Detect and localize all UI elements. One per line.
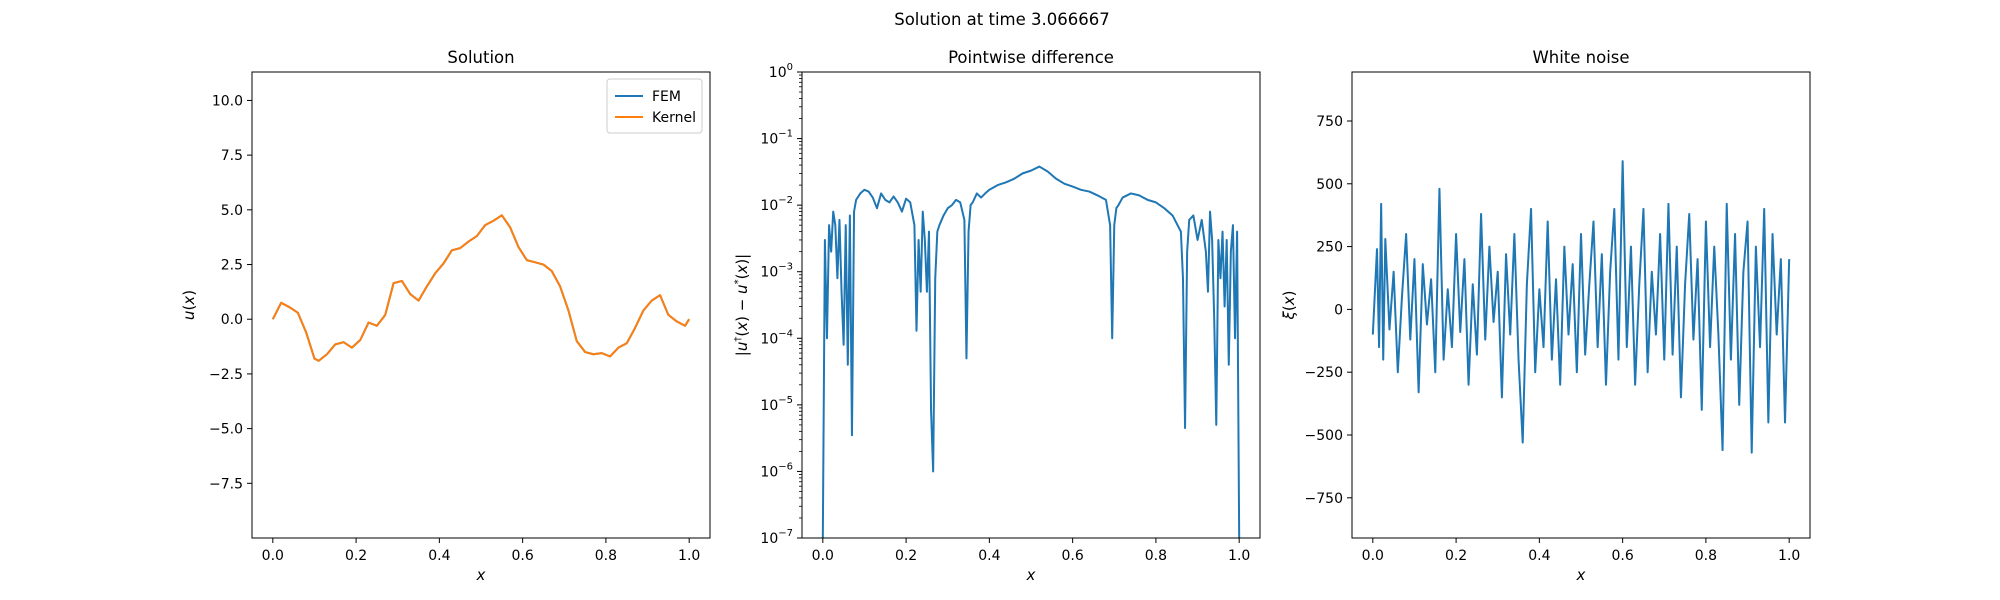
x-tick-label: 0.4 [428, 548, 450, 564]
y-tick-label: 0 [1334, 302, 1343, 318]
y-tick-label: 500 [1316, 177, 1343, 193]
panels: 0.0 0.2 0.4 0.6 0.8 1.0 −7.5 −5.0 −2.5 0.0 2.5 5.0 7… [180, 48, 1811, 584]
y-axis-label: ξ(x) [1280, 291, 1298, 321]
y-tick-label: 100 [769, 62, 793, 81]
x-tick-label: 0.6 [1062, 548, 1084, 564]
y-axis-label: |u†​(x) − u*​(x)| [733, 254, 751, 356]
panel-title: White noise [1532, 48, 1629, 67]
x-axis-label: x [1576, 566, 1586, 584]
x-axis-label: x [476, 566, 486, 584]
y-tick-label: −7.5 [209, 476, 243, 492]
x-tick-label: 0.2 [1445, 548, 1467, 564]
y-tick-label: −250 [1305, 365, 1343, 381]
series-line-1 [821, 165, 1241, 538]
x-tick-label: 1.0 [1228, 548, 1250, 564]
x-tick-label: 0.0 [1362, 548, 1384, 564]
y-tick-label: −2.5 [209, 367, 243, 383]
panel-title: Pointwise difference [948, 48, 1114, 67]
legend: FEM Kernel [606, 78, 703, 134]
legend-box [606, 78, 703, 134]
x-tick-label: 1.0 [1778, 548, 1800, 564]
y-tick-label: 250 [1316, 240, 1343, 256]
x-tick-label: 0.0 [262, 548, 284, 564]
y-tick-label: 10−5 [760, 395, 793, 414]
y-tick-label: 0.0 [221, 312, 243, 328]
x-tick-label: 0.8 [595, 548, 617, 564]
y-tick-label: 750 [1316, 114, 1343, 130]
y-tick-label: 2.5 [221, 258, 243, 274]
y-tick-label: 10−2 [760, 195, 793, 214]
y-tick-label: 10−7 [760, 528, 793, 547]
y-tick-label: 10−6 [760, 461, 793, 480]
y-tick-label: 10−3 [760, 262, 793, 281]
legend-label-kernel: Kernel [652, 110, 696, 126]
series-line-fem [271, 214, 691, 362]
y-tick-label: 10−1 [760, 129, 793, 148]
panel-2: 0.0 0.2 0.4 0.6 0.8 1.0 10−7 10−6 10−5 10−4 10−3 10… [733, 48, 1261, 584]
y-tick-label: 5.0 [221, 203, 243, 219]
y-tick-label: −750 [1305, 491, 1343, 507]
series-line-1 [1371, 160, 1791, 454]
axes-frame [801, 71, 1261, 539]
y-tick-label: −5.0 [209, 422, 243, 438]
y-tick-label: 7.5 [221, 148, 243, 164]
y-tick-label: 10−4 [760, 328, 793, 347]
x-tick-label: 1.0 [678, 548, 700, 564]
x-tick-label: 0.8 [1145, 548, 1167, 564]
x-tick-label: 0.0 [812, 548, 834, 564]
series-line-kernel [271, 214, 691, 362]
x-tick-label: 0.4 [1528, 548, 1550, 564]
y-tick-label: −500 [1305, 428, 1343, 444]
x-tick-label: 0.6 [512, 548, 534, 564]
legend-label-fem: FEM [652, 89, 681, 105]
x-tick-label: 0.2 [345, 548, 367, 564]
panel-1: 0.0 0.2 0.4 0.6 0.8 1.0 −7.5 −5.0 −2.5 0.0 2.5 5.0 7… [180, 48, 711, 584]
x-tick-label: 0.4 [978, 548, 1000, 564]
x-tick-label: 0.2 [895, 548, 917, 564]
x-axis-label: x [1026, 566, 1036, 584]
panel-3: 0.0 0.2 0.4 0.6 0.8 1.0 −750 −500 −250 0 250 500 750… [1280, 48, 1811, 584]
x-tick-label: 0.6 [1612, 548, 1634, 564]
x-tick-label: 0.8 [1695, 548, 1717, 564]
figure-suptitle: Solution at time 3.066667 [894, 10, 1110, 29]
axes-frame [251, 71, 711, 539]
y-axis-label: u(x) [180, 290, 198, 320]
y-tick-label: 10.0 [212, 93, 243, 109]
axes-frame [1351, 71, 1811, 539]
panel-title: Solution [447, 48, 514, 67]
